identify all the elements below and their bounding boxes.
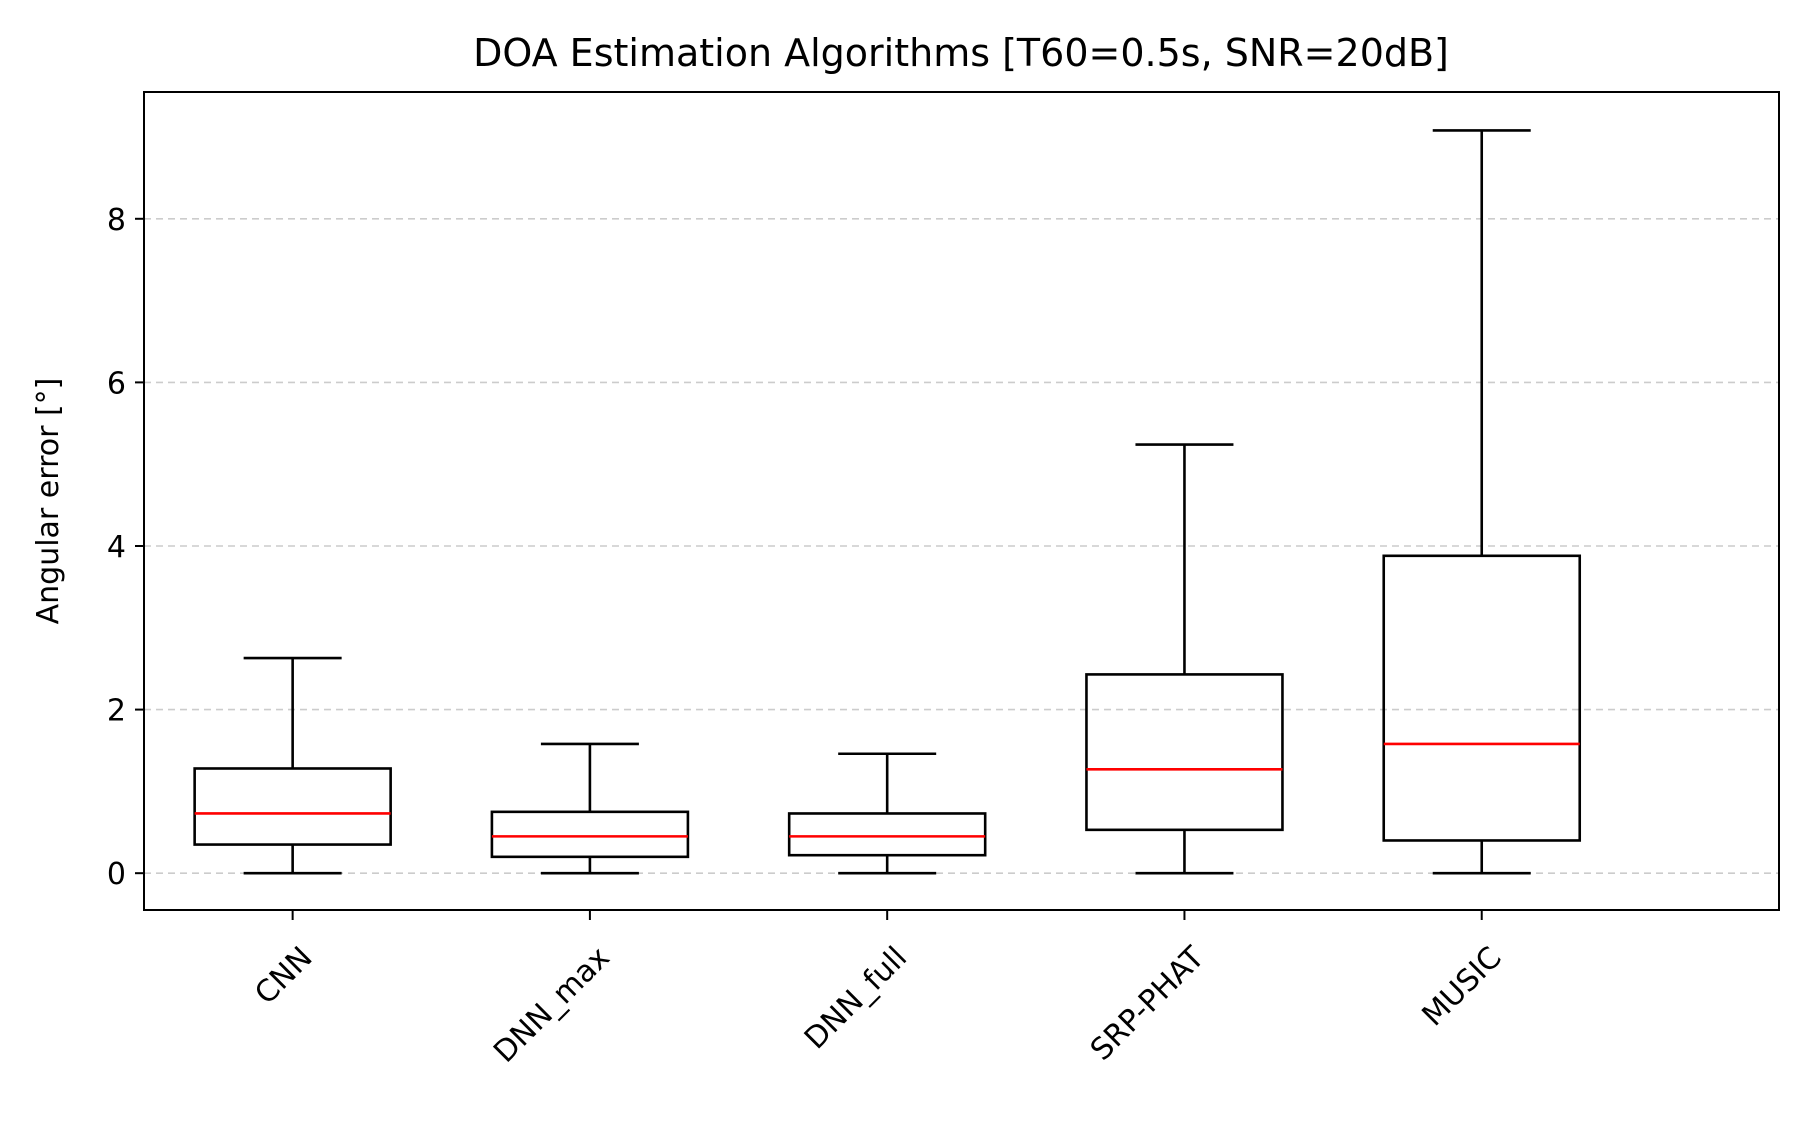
y-axis-label: Angular error [°] bbox=[31, 378, 66, 625]
boxes bbox=[193, 129, 1582, 875]
iqr-box bbox=[490, 810, 690, 859]
iqr-box bbox=[787, 812, 987, 857]
y-tick-label-2: 2 bbox=[107, 694, 126, 729]
iqr-box bbox=[193, 767, 392, 846]
y-tick-label-8: 8 bbox=[107, 203, 126, 238]
box-music bbox=[1382, 129, 1582, 875]
box-dnn_max bbox=[490, 742, 690, 875]
y-tick-label-6: 6 bbox=[107, 366, 126, 401]
iqr-box bbox=[1085, 673, 1284, 832]
box-dnn_full bbox=[787, 752, 987, 875]
box-srp-phat bbox=[1085, 443, 1284, 875]
y-tick-label-4: 4 bbox=[107, 530, 126, 565]
box-cnn bbox=[193, 656, 392, 875]
y-axis: 0 2 4 6 8 bbox=[107, 203, 144, 892]
chart-title: DOA Estimation Algorithms [T60=0.5s, SNR… bbox=[473, 31, 1449, 75]
y-tick-label-0: 0 bbox=[107, 857, 126, 892]
plot-frame bbox=[143, 91, 1780, 911]
iqr-box bbox=[1382, 554, 1582, 842]
